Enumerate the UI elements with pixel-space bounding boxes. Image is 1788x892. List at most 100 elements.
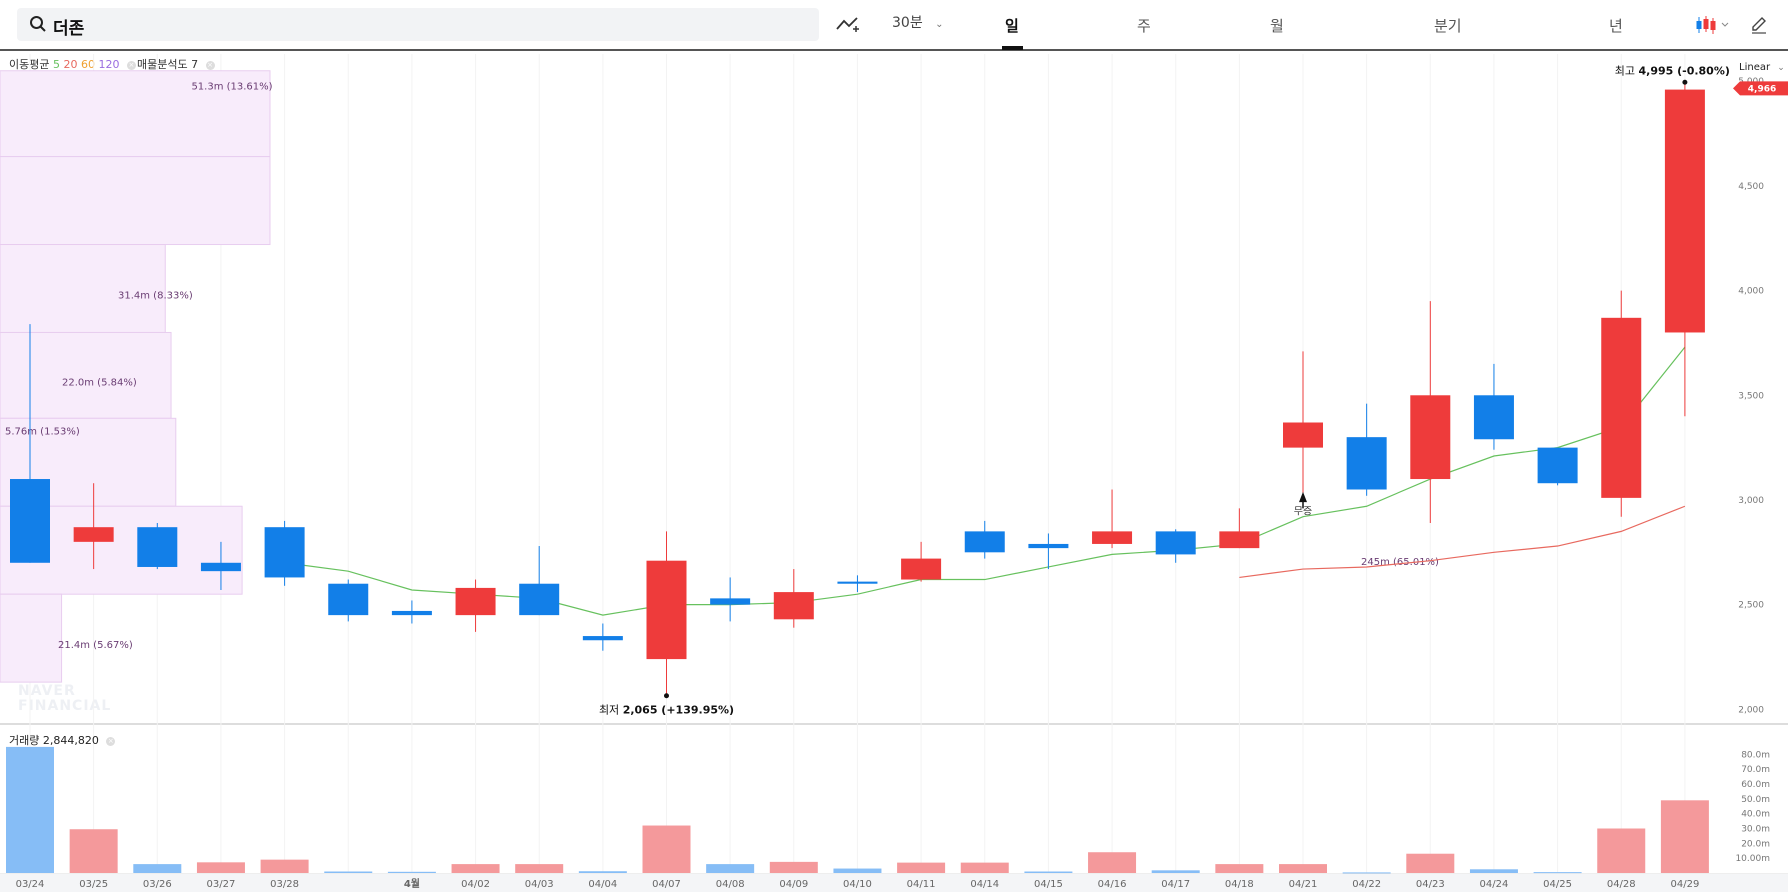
volume-profile-label: 21.4m (5.67%) <box>58 640 133 651</box>
volume-profile-legend[interactable]: 매물분석도 7 × <box>137 56 215 72</box>
candle-body <box>773 592 814 620</box>
candle-body <box>200 562 241 572</box>
x-tick-label: 03/24 <box>16 879 45 890</box>
drawing-tool-icon[interactable] <box>836 15 860 35</box>
ma-period-120: 120 <box>98 58 120 71</box>
volume-profile-label: 31.4m (8.33%) <box>118 291 193 302</box>
candle-body <box>582 636 623 641</box>
volume-bar <box>1406 853 1455 873</box>
search-icon <box>30 16 46 32</box>
moving-average-legend[interactable]: 이동평균 5 20 60 120 × <box>9 56 136 72</box>
candle-body <box>391 610 432 616</box>
candle-body <box>264 527 305 578</box>
ma-period-60: 60 <box>80 58 95 71</box>
x-tick-label: 04/16 <box>1098 879 1127 890</box>
volume-bar <box>1151 870 1200 873</box>
tab-week[interactable]: 주 <box>1137 17 1151 35</box>
close-icon[interactable]: × <box>126 60 136 70</box>
volume-tick-label: 30.0m <box>1741 824 1770 834</box>
candle-body <box>137 527 178 567</box>
ma5-line <box>284 346 1686 616</box>
volume-bar <box>769 861 818 873</box>
edit-pencil-icon[interactable] <box>1750 16 1768 34</box>
volume-profile-bar <box>0 156 271 246</box>
volume-tick-label: 50.0m <box>1741 795 1770 805</box>
volume-profile-label: 51.3m (13.61%) <box>191 82 272 93</box>
candle-body <box>1346 437 1387 490</box>
tab-year[interactable]: 년 <box>1609 17 1623 35</box>
volume-bar <box>578 871 627 873</box>
tab-quarter[interactable]: 분기 <box>1434 17 1462 35</box>
x-tick-label: 04/24 <box>1480 879 1509 890</box>
x-tick-label: 04/23 <box>1416 879 1445 890</box>
candle-body <box>837 581 878 584</box>
tab-month[interactable]: 월 <box>1270 17 1284 35</box>
ma-period-5: 5 <box>52 58 60 71</box>
volume-tick-label: 10.00m <box>1735 854 1770 864</box>
x-axis-band <box>0 874 1788 892</box>
volume-profile-label: 5.76m (1.53%) <box>5 426 80 437</box>
candle-body <box>901 558 942 580</box>
volume-bar <box>642 825 691 873</box>
volume-bar <box>196 862 245 873</box>
event-arrow-icon <box>1299 491 1307 503</box>
volume-bar <box>6 746 54 873</box>
volume-bar <box>897 862 946 873</box>
volume-bar <box>324 871 373 873</box>
y-tick-label: 4,500 <box>1738 182 1764 192</box>
price-chart[interactable]: 51.3m (13.61%) 31.4m (8.33%) 22.0m (5.84%)… <box>0 52 1788 892</box>
y-tick-label: 3,000 <box>1738 496 1764 506</box>
top-toolbar: 더존 30분 ⌄ 일 주 월 분기 년 <box>0 0 1788 51</box>
x-tick-label: 04/22 <box>1352 879 1381 890</box>
volume-bar <box>706 864 755 873</box>
volume-tick-label: 70.0m <box>1741 765 1770 775</box>
x-tick-label: 04/15 <box>1034 879 1063 890</box>
volume-bar <box>1088 852 1137 873</box>
x-tick-label: 04/29 <box>1670 879 1699 890</box>
candle-body <box>646 560 687 660</box>
x-tick-label: 04/02 <box>461 879 490 890</box>
x-tick-label: 04/04 <box>588 879 617 890</box>
volume-tick-label: 60.0m <box>1741 780 1770 790</box>
candle-body <box>710 598 751 605</box>
volume-bar <box>260 859 309 873</box>
close-icon[interactable]: × <box>205 60 215 70</box>
x-tick-label: 04/17 <box>1161 879 1190 890</box>
candle-body <box>1092 531 1133 544</box>
ma-label: 이동평균 <box>9 58 50 71</box>
candle-body <box>1537 447 1578 484</box>
y-tick-label: 2,500 <box>1738 601 1764 611</box>
volume-profile-bar <box>0 244 166 333</box>
candle-type-icon[interactable] <box>1695 15 1729 35</box>
candle-body <box>1028 543 1069 549</box>
x-tick-label: 04/09 <box>779 879 808 890</box>
candle-body <box>964 531 1005 553</box>
active-tab-indicator <box>1002 46 1023 50</box>
candle-body <box>1473 395 1514 440</box>
high-annotation: 최고 4,995 (-0.80%) <box>1615 64 1730 77</box>
interval-dropdown[interactable]: 30분 ⌄ <box>892 12 944 32</box>
scale-dropdown[interactable]: Linear ⌄ <box>1739 62 1785 73</box>
close-icon[interactable]: × <box>106 736 116 746</box>
stock-search-box[interactable]: 더존 <box>17 8 819 41</box>
volume-tick-label: 20.0m <box>1741 839 1770 849</box>
candle-body <box>328 583 369 616</box>
vp-label: 매물분석도 7 <box>137 58 199 71</box>
tab-day[interactable]: 일 <box>1005 17 1019 35</box>
volume-bar <box>1342 872 1391 874</box>
volume-bar <box>1597 828 1646 873</box>
x-tick-label: 03/25 <box>79 879 108 890</box>
last-price-tag <box>1733 81 1788 96</box>
x-tick-label: 04/03 <box>525 879 554 890</box>
search-query: 더존 <box>53 19 85 39</box>
volume-bar <box>69 829 118 873</box>
volume-bar <box>1215 864 1264 873</box>
candle-body <box>1601 317 1642 498</box>
volume-bar <box>1533 872 1582 874</box>
volume-title: 거래량 2,844,820 × <box>9 734 116 747</box>
volume-bar <box>451 864 500 873</box>
last-price-label: 4,966 <box>1748 84 1776 94</box>
volume-bar <box>833 868 882 873</box>
x-tick-label: 03/26 <box>143 879 172 890</box>
ma20-line <box>1239 505 1686 579</box>
